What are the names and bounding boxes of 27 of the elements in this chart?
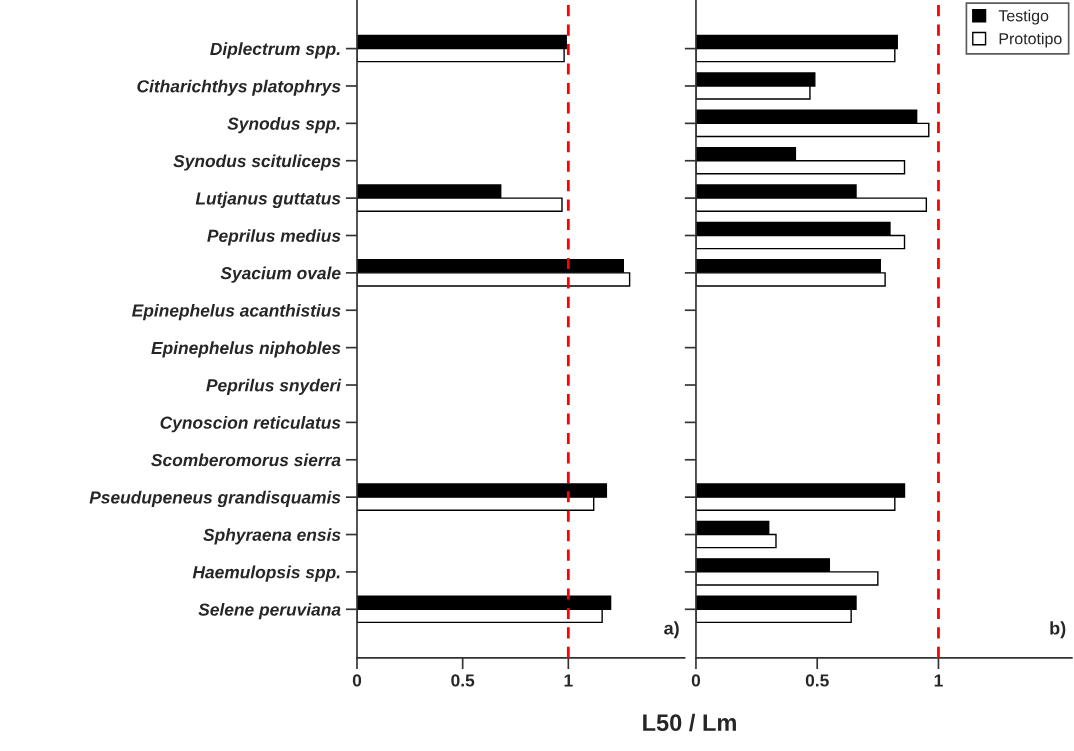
x-tick-label: 0 (352, 674, 362, 687)
y-tick-label: Synodus scituliceps (173, 154, 341, 171)
x-tick-label: 1 (934, 674, 943, 687)
y-tick-label: Scomberomorus sierra (151, 453, 341, 467)
y-tick-label: Sphyraena ensis (203, 528, 341, 545)
y-tick-label: Pseudupeneus grandisquamis (89, 490, 341, 508)
x-tick-label: 1 (564, 674, 573, 687)
y-tick-label: Cynoscion reticulatus (160, 416, 341, 433)
annotation: a) (664, 621, 679, 639)
y-tick-label: Citharichthys platophrys (137, 79, 341, 96)
x-axis-title: L50 / Lm (643, 713, 736, 732)
y-tick-label: Syacium ovale (220, 266, 341, 283)
y-tick-label: Selene peruviana (198, 602, 341, 620)
x-tick-label: 0.5 (805, 674, 829, 687)
y-tick-label: Peprilus snyderi (206, 378, 342, 395)
x-tick-label: 0.5 (451, 674, 475, 687)
x-tick-label: 0 (691, 674, 701, 687)
y-tick-label: Synodus spp. (227, 117, 340, 134)
y-tick-label: Haemulopsis spp. (192, 565, 340, 582)
legend-label: Prototipo (999, 32, 1062, 48)
y-tick-label: Lutjanus guttatus (195, 191, 341, 208)
y-tick-label: Epinephelus niphobles (151, 341, 341, 358)
y-tick-label: Peprilus medius (207, 229, 341, 246)
y-tick-label: Epinephelus acanthistius (132, 303, 341, 321)
y-tick-label: Diplectrum spp. (210, 42, 340, 59)
legend-label: Testigo (998, 9, 1049, 25)
annotation: b) (1050, 621, 1066, 639)
